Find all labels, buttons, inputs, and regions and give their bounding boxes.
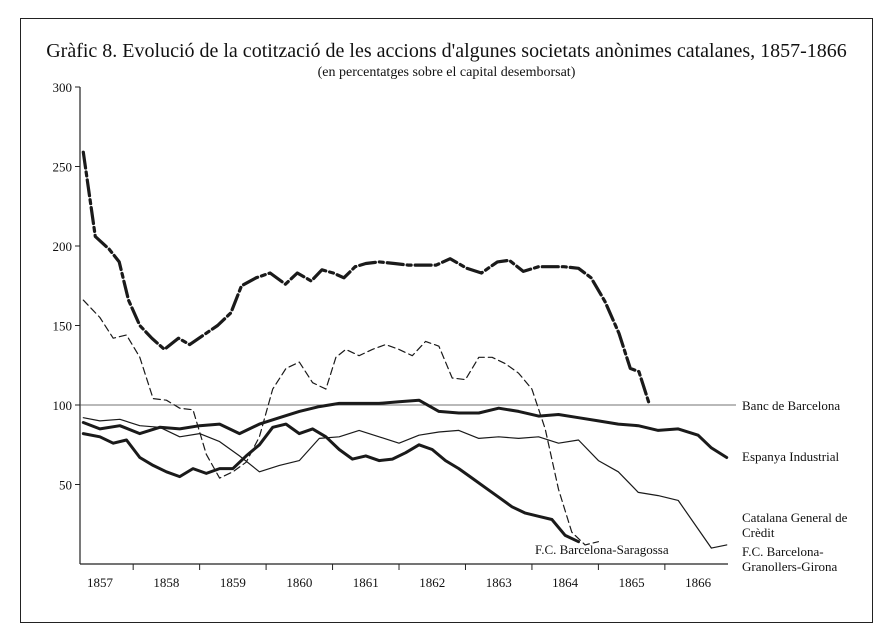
x-tick-label: 1861 [353,575,379,590]
series-banc-de-barcelona [81,150,652,407]
x-tick-label: 1860 [286,575,312,590]
series-labels: Banc de Barcelona Espanya Industrial Cat… [535,398,851,574]
x-tick-label: 1862 [419,575,445,590]
x-tick-label: 1857 [87,575,114,590]
label-catalana-general-credit: Catalana General de Crèdit [742,510,851,540]
label-fc-barcelona-saragossa: F.C. Barcelona-Saragossa [535,542,669,557]
series-catalana-general-credit [82,299,600,546]
x-tick-label: 1859 [220,575,246,590]
label-fc-barcelona-granollers-girona: F.C. Barcelona- Granollers-Girona [742,544,838,574]
series-fc-barcelona-granollers-girona [82,417,728,549]
y-tick-label: 250 [53,160,73,175]
series-lines [81,150,729,549]
chart-frame [20,18,873,623]
x-tick-label: 1865 [619,575,645,590]
series-espanya-industrial [81,398,729,459]
chart-subtitle: (en percentatges sobre el capital desemb… [317,65,576,80]
x-tick-label: 1863 [486,575,512,590]
x-tick-label: 1866 [685,575,712,590]
series-fc-barcelona-saragossa [81,422,580,544]
label-banc-de-barcelona: Banc de Barcelona [742,398,840,413]
y-tick-label: 200 [53,239,73,254]
y-tick-label: 300 [53,80,73,95]
y-tick-label: 50 [59,478,72,493]
x-tick-label: 1858 [153,575,179,590]
axes: 50 100 150 200 250 300 1857 1858 1859 1860 1861 186… [53,80,736,590]
chart-title: Gràfic 8. Evolució de la cotització de l… [46,40,847,62]
y-tick-label: 100 [53,398,73,413]
y-tick-label: 150 [53,319,73,334]
label-espanya-industrial: Espanya Industrial [742,449,840,464]
x-tick-label: 1864 [552,575,579,590]
